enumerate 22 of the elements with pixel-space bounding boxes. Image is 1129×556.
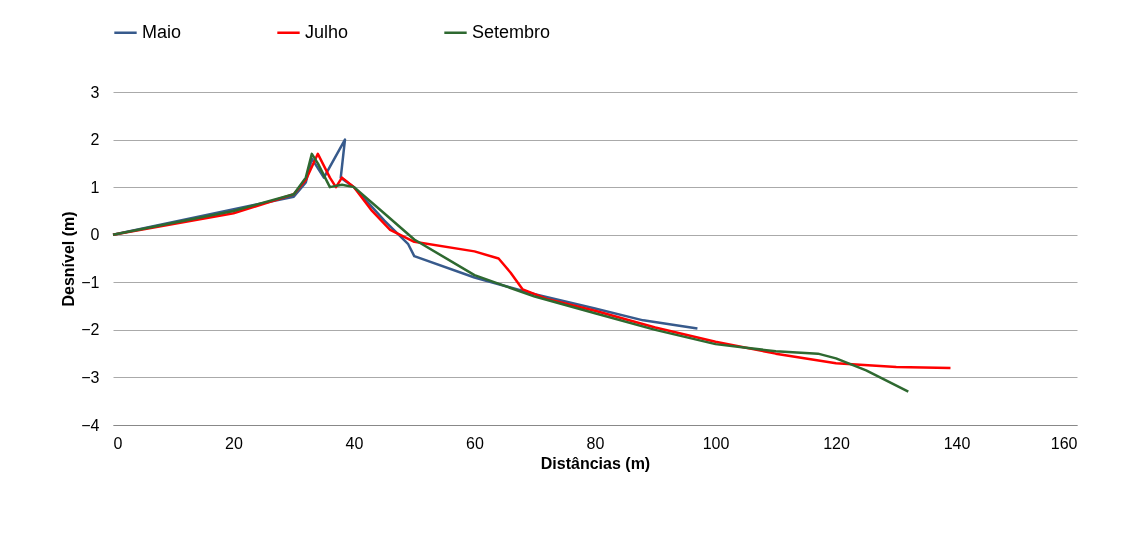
y-tick-label: 3 <box>90 83 100 101</box>
x-tick-label: 40 <box>345 434 364 452</box>
y-tick-label: 1 <box>90 178 100 196</box>
y-tick-label: −1 <box>81 273 100 291</box>
legend-label: Maio <box>142 21 182 42</box>
x-tick-label: 140 <box>943 434 971 452</box>
y-tick-label: −4 <box>81 416 100 434</box>
x-tick-label: 80 <box>586 434 605 452</box>
x-tick-label: 100 <box>702 434 730 452</box>
y-tick-label: 2 <box>90 131 100 149</box>
y-tick-label: −2 <box>81 321 100 339</box>
x-axis-title: Distâncias (m) <box>540 454 651 472</box>
y-axis-title: Desnível (m) <box>60 211 78 307</box>
x-tick-label: 60 <box>466 434 484 452</box>
y-tick-label: −3 <box>81 368 100 386</box>
legend-label: Setembro <box>472 21 551 42</box>
y-tick-label: 0 <box>90 226 100 244</box>
x-tick-label: 0 <box>113 434 123 452</box>
x-tick-label: 20 <box>225 434 243 452</box>
legend-label: Julho <box>305 21 349 42</box>
x-tick-label: 120 <box>823 434 850 452</box>
x-tick-label: 160 <box>1050 434 1078 452</box>
